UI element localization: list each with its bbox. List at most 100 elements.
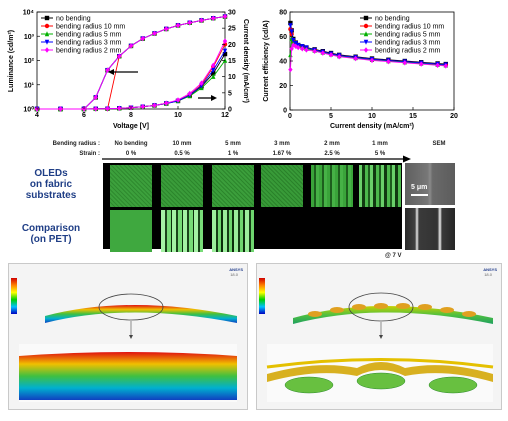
luminance-point xyxy=(117,53,122,59)
ansys-logo-text-left: ANSYS xyxy=(229,267,243,272)
efficiency-point xyxy=(353,55,358,62)
efficiency-point xyxy=(443,63,448,69)
zoomed-fabric-top-right xyxy=(267,362,493,382)
efficiency-point xyxy=(291,42,296,48)
legend-label: no bending xyxy=(56,16,91,23)
y-tick-label: 10⁴ xyxy=(23,10,35,17)
current-point xyxy=(222,51,228,57)
legend-label: bending radius 10 mm xyxy=(56,24,125,31)
current-point xyxy=(211,73,216,79)
luminance-point xyxy=(128,43,134,49)
fabric-label-line-2: on fabric xyxy=(29,179,73,190)
ansys-version-left: 18.0 xyxy=(230,272,238,277)
efficiency-point xyxy=(369,57,375,64)
pet-oled-no-bending xyxy=(110,210,152,252)
efficiency-point xyxy=(312,48,317,54)
simulation-panel-left: ANSYS 18.0 xyxy=(8,263,248,410)
legend-label: bending radius 5 mm xyxy=(375,32,441,39)
simulation-graphic-left xyxy=(19,293,237,402)
fabric-oled-3mm xyxy=(261,165,303,207)
luminance-point xyxy=(105,67,110,73)
legend-marker xyxy=(363,31,369,37)
right-axis-arrowhead xyxy=(211,95,217,101)
current-point xyxy=(199,80,204,86)
radius-header-4: 3 mm xyxy=(274,141,290,147)
y-tick-label: 0 xyxy=(283,108,287,115)
y-tick-label: 10² xyxy=(24,58,35,65)
x-tick-label: 6 xyxy=(82,112,86,119)
ansys-logo-right: ANSYS xyxy=(483,267,497,272)
legend-label: bending radius 5 mm xyxy=(56,32,122,39)
efficiency-point xyxy=(320,50,325,56)
luminance-point xyxy=(140,35,145,42)
simulation-graphic-right xyxy=(266,292,494,402)
y2-tick-label: 15 xyxy=(228,58,236,65)
luminance-point xyxy=(93,94,98,101)
efficiency-point xyxy=(402,60,407,66)
strain-value-2: 0.5 % xyxy=(174,151,190,157)
sem-label: SEM xyxy=(432,141,446,147)
chart2-ylabel: Current efficiency (cd/A) xyxy=(263,20,270,101)
series-4 xyxy=(288,42,448,73)
legend-marker xyxy=(44,47,50,53)
fabric-label-line-1: OLEDs xyxy=(34,168,68,179)
efficiency-point xyxy=(291,37,296,43)
fabric-oled-1mm xyxy=(359,165,401,207)
efficiency-point xyxy=(288,66,293,73)
current-point xyxy=(211,68,216,73)
fabric-label-line-3: substrates xyxy=(25,190,77,201)
y-tick-label: 80 xyxy=(279,10,287,17)
fabric-oled-2mm xyxy=(311,165,353,207)
ansys-version-right: 18.0 xyxy=(484,272,492,277)
strain-value-6: 5 % xyxy=(374,151,386,157)
zoom-arrowhead-right xyxy=(379,335,383,339)
y2-tick-label: 10 xyxy=(228,74,236,81)
efficiency-point xyxy=(337,54,342,60)
current-point xyxy=(164,100,169,106)
pet-oled-5mm xyxy=(212,210,254,252)
y-tick-label: 60 xyxy=(279,34,287,41)
luminance-point xyxy=(164,26,169,32)
efficiency-point xyxy=(435,62,440,68)
efficiency-current-chart: 0 5 10 15 20 0 20 40 60 80 Current density (mA/cm… xyxy=(263,10,458,131)
efficiency-point xyxy=(386,58,391,65)
legend-marker xyxy=(44,15,50,21)
chart1-xlabel: Voltage [V] xyxy=(113,123,149,130)
efficiency-point xyxy=(288,20,293,26)
current-line xyxy=(37,50,226,110)
current-point xyxy=(211,62,216,69)
y2-tick-label: 0 xyxy=(228,107,232,114)
ansys-logo-left: ANSYS xyxy=(229,267,243,272)
chart2-xlabel: Current density (mA/cm²) xyxy=(330,123,414,130)
zoom-arrowhead-left xyxy=(129,335,133,339)
bending-radius-label: Bending radius : xyxy=(52,141,100,147)
strain-value-3: 1 % xyxy=(227,151,239,157)
current-point xyxy=(222,48,228,54)
strain-value-4: 1.67 % xyxy=(272,151,292,157)
radius-header-6: 1 mm xyxy=(372,141,388,147)
efficiency-point xyxy=(296,44,301,51)
current-point xyxy=(140,104,145,110)
color-legend-left xyxy=(11,278,17,314)
zoomed-fibers-right xyxy=(284,372,478,394)
legend-marker xyxy=(44,23,50,29)
x-tick-label: 15 xyxy=(409,113,417,120)
legend-label: bending radius 2 mm xyxy=(56,48,122,55)
legend-label: bending radius 3 mm xyxy=(56,40,122,47)
y2-tick-label: 30 xyxy=(228,10,236,17)
efficiency-point xyxy=(289,46,294,52)
sem-scalebar-label: 5 μm xyxy=(411,184,428,191)
luminance-point xyxy=(199,17,204,24)
bent-layer-left xyxy=(45,305,237,323)
current-line xyxy=(37,60,226,110)
sem-scalebar xyxy=(411,194,428,196)
y-tick-label: 10⁰ xyxy=(23,106,34,114)
fabric-oled-10mm xyxy=(161,165,203,207)
x-tick-label: 10 xyxy=(174,112,182,119)
legend-marker xyxy=(44,39,50,45)
pet-row-label: Comparison (on PET) xyxy=(2,223,100,245)
y2-tick-label: 5 xyxy=(228,90,232,97)
x-tick-label: 0 xyxy=(288,113,292,120)
x-tick-label: 5 xyxy=(329,113,333,120)
legend-label: no bending xyxy=(375,16,410,23)
